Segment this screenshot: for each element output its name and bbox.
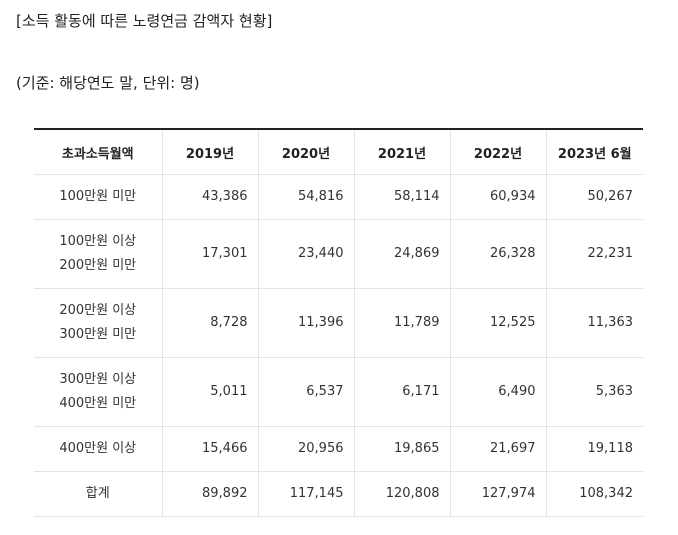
table-cell: 11,363: [545, 288, 643, 358]
table-row-total: 합계 89,892 117,145 120,808 127,974 108,34…: [34, 471, 643, 517]
table-cell: 20,956: [257, 426, 354, 472]
row-label-line: 300만원 이상: [59, 372, 137, 387]
table-row: 100만원 미만 43,386 54,816 58,114 60,934 50,…: [34, 174, 643, 220]
table-row: 400만원 이상 15,466 20,956 19,865 21,697 19,…: [34, 426, 643, 472]
row-label: 300만원 이상 400만원 미만: [34, 357, 162, 427]
table-cell: 21,697: [449, 426, 546, 472]
table-cell: 19,865: [353, 426, 450, 472]
table-cell: 15,466: [161, 426, 258, 472]
table-cell: 58,114: [353, 174, 450, 220]
table-caption: (기준: 해당연도 말, 단위: 명): [16, 74, 200, 92]
data-table: 초과소득월액 2019년 2020년 2021년 2022년 2023년 6월 …: [34, 128, 643, 517]
row-label-line: 200만원 이상: [59, 303, 137, 318]
table-cell: 22,231: [545, 219, 643, 289]
table-cell: 50,267: [545, 174, 643, 220]
table-cell: 54,816: [257, 174, 354, 220]
table-cell: 120,808: [353, 471, 450, 517]
row-label-line: 400만원 이상: [59, 441, 137, 456]
table-cell: 108,342: [545, 471, 643, 517]
page-title: [소득 활동에 따른 노령연금 감액자 현황]: [16, 12, 273, 30]
table-cell: 11,396: [257, 288, 354, 358]
row-label-line: 400만원 미만: [59, 396, 137, 411]
table-cell: 43,386: [161, 174, 258, 220]
row-label-line: 합계: [85, 486, 110, 501]
table-cell: 8,728: [161, 288, 258, 358]
table-cell: 17,301: [161, 219, 258, 289]
table-cell: 89,892: [161, 471, 258, 517]
row-label-line: 100만원 미만: [59, 189, 137, 204]
table-row: 300만원 이상 400만원 미만 5,011 6,537 6,171 6,49…: [34, 357, 643, 427]
table-cell: 6,171: [353, 357, 450, 427]
header-2020: 2020년: [257, 128, 354, 175]
table-cell: 127,974: [449, 471, 546, 517]
table-cell: 26,328: [449, 219, 546, 289]
row-label-line: 300만원 미만: [59, 327, 137, 342]
table-cell: 23,440: [257, 219, 354, 289]
row-label-line: 200만원 미만: [59, 258, 137, 273]
table-cell: 11,789: [353, 288, 450, 358]
table-cell: 24,869: [353, 219, 450, 289]
header-excess-income: 초과소득월액: [34, 128, 162, 175]
table-cell: 60,934: [449, 174, 546, 220]
table-header-row: 초과소득월액 2019년 2020년 2021년 2022년 2023년 6월: [34, 128, 643, 175]
table-row: 100만원 이상 200만원 미만 17,301 23,440 24,869 2…: [34, 219, 643, 289]
row-label: 100만원 이상 200만원 미만: [34, 219, 162, 289]
table-cell: 19,118: [545, 426, 643, 472]
header-2023-june: 2023년 6월: [545, 128, 643, 175]
table-row: 200만원 이상 300만원 미만 8,728 11,396 11,789 12…: [34, 288, 643, 358]
table-cell: 6,490: [449, 357, 546, 427]
row-label: 100만원 미만: [34, 174, 162, 220]
header-2022: 2022년: [449, 128, 546, 175]
row-label: 400만원 이상: [34, 426, 162, 472]
table-cell: 5,363: [545, 357, 643, 427]
table-cell: 6,537: [257, 357, 354, 427]
row-label: 합계: [34, 471, 162, 517]
table-cell: 117,145: [257, 471, 354, 517]
header-2021: 2021년: [353, 128, 450, 175]
table-cell: 5,011: [161, 357, 258, 427]
row-label: 200만원 이상 300만원 미만: [34, 288, 162, 358]
header-2019: 2019년: [161, 128, 258, 175]
row-label-line: 100만원 이상: [59, 234, 137, 249]
table-cell: 12,525: [449, 288, 546, 358]
